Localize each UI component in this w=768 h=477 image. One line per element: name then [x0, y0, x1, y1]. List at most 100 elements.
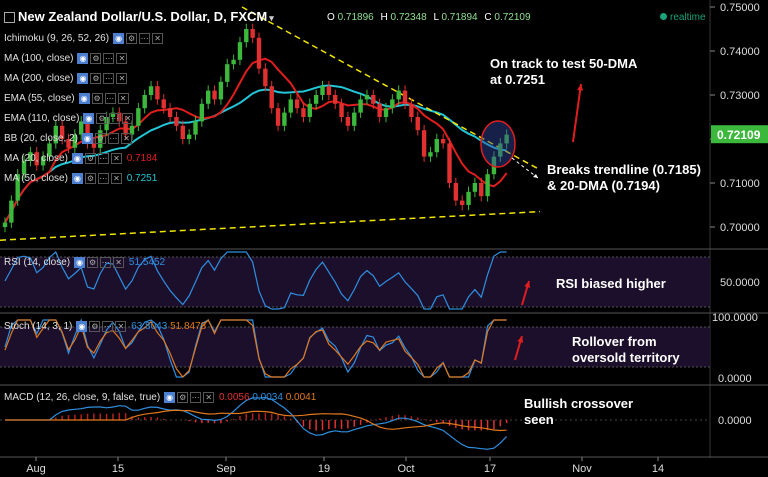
more-icon[interactable]: ⋯	[139, 33, 151, 44]
close-icon[interactable]: ✕	[117, 93, 129, 104]
close-icon[interactable]: ✕	[152, 33, 164, 44]
eye-icon[interactable]: ◉	[78, 93, 90, 104]
candle-body	[123, 121, 128, 135]
legend-ema110-buttons[interactable]: ◉ ⚙ ⋯ ✕	[83, 113, 135, 124]
annotation-macd: Bullish crossover seen	[524, 396, 634, 427]
legend-rsi-buttons[interactable]: ◉ ⚙ ⋯ ✕	[74, 257, 126, 268]
chevron-down-icon[interactable]: ▾	[269, 13, 274, 23]
candle-body	[415, 117, 420, 131]
settings-icon[interactable]: ⚙	[96, 113, 108, 124]
candle-body	[313, 95, 319, 104]
more-icon[interactable]: ⋯	[109, 113, 121, 124]
legend-ma200[interactable]: MA (200, close) ◉ ⚙ ⋯ ✕	[4, 73, 129, 84]
candle-body	[53, 125, 58, 144]
realtime-dot-icon	[660, 13, 667, 20]
close-icon[interactable]: ✕	[110, 173, 122, 184]
legend-ichimoku[interactable]: Ichimoku (9, 26, 52, 26) ◉ ⚙ ⋯ ✕	[4, 33, 165, 44]
legend-stoch-buttons[interactable]: ◉ ⚙ ⋯ ✕	[76, 321, 128, 332]
legend-ma50-buttons[interactable]: ◉ ⚙ ⋯ ✕	[71, 173, 124, 184]
close-icon[interactable]: ✕	[113, 257, 125, 268]
close-icon[interactable]: ✕	[122, 113, 134, 124]
more-icon[interactable]: ⋯	[107, 133, 119, 144]
legend-ma20[interactable]: MA (20, close) ◉ ⚙ ⋯ ✕ 0.7184	[4, 153, 157, 164]
legend-ema110[interactable]: EMA (110, close) ◉ ⚙ ⋯ ✕	[4, 113, 135, 124]
close-icon[interactable]: ✕	[110, 153, 122, 164]
legend-bb-buttons[interactable]: ◉ ⚙ ⋯ ✕	[81, 133, 134, 144]
close-icon[interactable]: ✕	[116, 73, 128, 84]
legend-ma100[interactable]: MA (100, close) ◉ ⚙ ⋯ ✕	[4, 53, 129, 64]
close-icon[interactable]: ✕	[116, 53, 128, 64]
eye-icon[interactable]: ◉	[164, 392, 176, 403]
legend-ema55-label: EMA (55, close)	[4, 93, 75, 105]
settings-icon[interactable]: ⚙	[94, 133, 106, 144]
legend-stoch-label: Stoch (14, 3, 1)	[4, 321, 73, 333]
legend-ma100-buttons[interactable]: ◉ ⚙ ⋯ ✕	[77, 53, 129, 64]
legend-stoch-d-value: 51.8478	[170, 321, 207, 333]
more-icon[interactable]: ⋯	[97, 153, 109, 164]
eye-icon[interactable]: ◉	[77, 73, 89, 84]
current-price-tag	[711, 125, 768, 144]
legend-rsi-label: RSI (14, close)	[4, 257, 71, 269]
legend-ma200-buttons[interactable]: ◉ ⚙ ⋯ ✕	[77, 73, 129, 84]
settings-icon[interactable]: ⚙	[84, 153, 96, 164]
more-icon[interactable]: ⋯	[104, 93, 116, 104]
more-icon[interactable]: ⋯	[97, 173, 109, 184]
x-tick-label: 14	[652, 463, 664, 475]
legend-ma50[interactable]: MA (50, close) ◉ ⚙ ⋯ ✕ 0.7251	[4, 173, 157, 184]
candle-body	[155, 86, 160, 100]
legend-macd-hist-value: 0.0056	[218, 392, 250, 404]
candle-body	[326, 86, 332, 95]
eye-icon[interactable]: ◉	[74, 257, 86, 268]
eye-icon[interactable]: ◉	[71, 173, 83, 184]
legend-ema55-buttons[interactable]: ◉ ⚙ ⋯ ✕	[78, 93, 131, 104]
price-tick-label: 0.71000	[720, 178, 760, 190]
eye-icon[interactable]: ◉	[71, 153, 83, 164]
close-icon[interactable]: ✕	[120, 133, 132, 144]
legend-ma20-buttons[interactable]: ◉ ⚙ ⋯ ✕	[71, 153, 124, 164]
candle-body	[231, 59, 236, 65]
legend-macd-buttons[interactable]: ◉ ⚙ ⋯ ✕	[164, 392, 216, 403]
legend-ema55[interactable]: EMA (55, close) ◉ ⚙ ⋯ ✕	[4, 93, 131, 104]
annotation-target: On track to test 50-DMA at 0.7251	[490, 56, 638, 87]
realtime-label: realtime	[670, 12, 706, 23]
legend-bb[interactable]: BB (20, close, 2) ◉ ⚙ ⋯ ✕	[4, 133, 134, 144]
settings-icon[interactable]: ⚙	[91, 93, 103, 104]
legend-stoch[interactable]: Stoch (14, 3, 1) ◉ ⚙ ⋯ ✕ 63.8043 51.8478	[4, 321, 206, 332]
symbol-title-wrap[interactable]: New Zealand Dollar/U.S. Dollar, D, FXCM ▾	[4, 9, 274, 24]
legend-ichimoku-buttons[interactable]: ◉ ⚙ ⋯ ✕	[113, 33, 165, 44]
chart-menu-icon[interactable]	[4, 12, 15, 24]
more-icon[interactable]: ⋯	[100, 257, 112, 268]
candle-body	[59, 125, 65, 139]
settings-icon[interactable]: ⚙	[87, 257, 99, 268]
target-arrow-head	[577, 84, 584, 91]
stoch-pane	[4, 318, 524, 378]
annotation-rsi: RSI biased higher	[556, 276, 666, 291]
eye-icon[interactable]: ◉	[77, 53, 89, 64]
close-icon[interactable]: ✕	[115, 321, 127, 332]
eye-icon[interactable]: ◉	[76, 321, 88, 332]
more-icon[interactable]: ⋯	[103, 53, 115, 64]
settings-icon[interactable]: ⚙	[84, 173, 96, 184]
legend-rsi[interactable]: RSI (14, close) ◉ ⚙ ⋯ ✕ 51.5452	[4, 257, 165, 268]
settings-icon[interactable]: ⚙	[89, 321, 101, 332]
x-tick-label: 15	[112, 463, 124, 475]
eye-icon[interactable]: ◉	[81, 133, 93, 144]
settings-icon[interactable]: ⚙	[90, 73, 102, 84]
more-icon[interactable]: ⋯	[102, 321, 114, 332]
eye-icon[interactable]: ◉	[83, 113, 95, 124]
settings-icon[interactable]: ⚙	[177, 392, 189, 403]
pointer-arrowhead	[533, 174, 538, 178]
close-icon[interactable]: ✕	[203, 392, 215, 403]
settings-icon[interactable]: ⚙	[90, 53, 102, 64]
legend-macd[interactable]: MACD (12, 26, close, 9, false, true) ◉ ⚙ ⋯ ✕…	[4, 392, 316, 403]
eye-icon[interactable]: ◉	[113, 33, 125, 44]
candle-body	[383, 108, 389, 117]
candle-body	[174, 117, 179, 126]
x-tick-label: 17	[484, 463, 496, 475]
close-label: C	[484, 12, 492, 23]
candle-body	[199, 103, 205, 122]
settings-icon[interactable]: ⚙	[126, 33, 138, 44]
more-icon[interactable]: ⋯	[103, 73, 115, 84]
more-icon[interactable]: ⋯	[190, 392, 202, 403]
candle-body	[110, 112, 116, 117]
